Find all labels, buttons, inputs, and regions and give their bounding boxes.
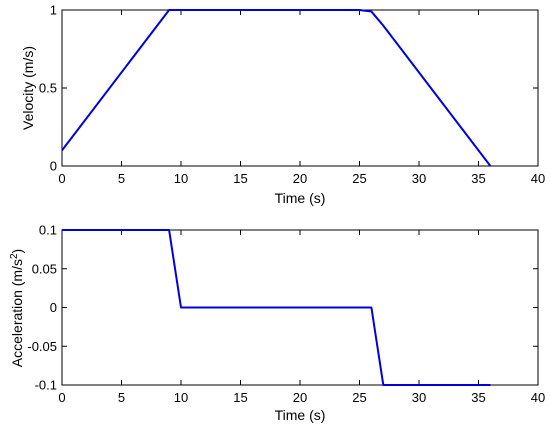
acceleration-x-tick-label: 40 (531, 390, 545, 405)
acceleration-chart: 0 5 10 15 20 25 30 35 40 -0.1 -0.05 0 0.05 0.1 Time … (9, 223, 546, 424)
velocity-x-tick-label: 25 (352, 171, 366, 186)
acceleration-x-tick-label: 25 (352, 390, 366, 405)
acceleration-x-tick-label: 30 (412, 390, 426, 405)
velocity-x-tick-label: 5 (118, 171, 125, 186)
velocity-x-tick-label: 30 (412, 171, 426, 186)
velocity-y-tick-label: 0 (50, 159, 57, 174)
acceleration-x-tick-label: 15 (233, 390, 247, 405)
acceleration-y-axis-label: Acceleration (m/s2) (9, 249, 26, 367)
acceleration-y-ticks: -0.1 -0.05 0 0.05 0.1 (27, 223, 538, 393)
velocity-x-tick-label: 35 (471, 171, 485, 186)
velocity-x-axis-label: Time (s) (275, 190, 326, 206)
velocity-x-tick-label: 40 (531, 171, 545, 186)
velocity-chart: 0 5 10 15 20 25 30 35 40 00.51 Time (s) Velocity… (20, 3, 545, 207)
acceleration-y-axis-label-end: ) (9, 249, 25, 254)
velocity-x-ticks: 0 5 10 15 20 25 30 35 40 (58, 10, 545, 186)
velocity-series-line (61, 9, 492, 167)
velocity-x-tick-label: 20 (293, 171, 307, 186)
acceleration-y-axis-label-main: Acceleration (m/s (9, 259, 25, 367)
acceleration-x-tick-label: 0 (58, 390, 65, 405)
acceleration-x-ticks: 0 5 10 15 20 25 30 35 40 (58, 230, 545, 405)
acceleration-y-axis-label-sup: 2 (9, 253, 20, 259)
acceleration-y-tick-label: 0 (50, 300, 57, 315)
velocity-x-tick-label: 10 (174, 171, 188, 186)
velocity-x-tick-label: 0 (58, 171, 65, 186)
acceleration-y-tick-label: -0.05 (27, 339, 57, 354)
velocity-x-tick-label: 15 (233, 171, 247, 186)
velocity-plot-area (61, 9, 539, 167)
velocity-y-axis-label: Velocity (m/s) (20, 46, 36, 130)
acceleration-series-line (62, 229, 491, 386)
acceleration-y-tick-label: -0.1 (35, 378, 57, 393)
acceleration-x-tick-label: 10 (174, 390, 188, 405)
velocity-y-tick-label: 0.5 (39, 81, 57, 96)
acceleration-y-tick-label: 0.05 (32, 261, 57, 276)
acceleration-x-tick-label: 5 (118, 390, 125, 405)
velocity-y-ticks: 00.51 (39, 3, 538, 174)
acceleration-x-axis-label: Time (s) (275, 407, 326, 423)
acceleration-x-tick-label: 20 (293, 390, 307, 405)
acceleration-x-tick-label: 35 (471, 390, 485, 405)
velocity-y-tick-label: 1 (50, 3, 57, 18)
acceleration-y-tick-label: 0.1 (39, 223, 57, 238)
